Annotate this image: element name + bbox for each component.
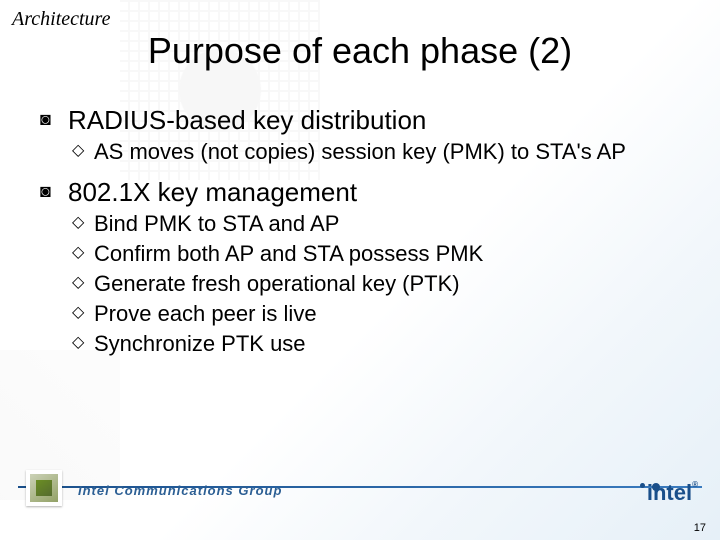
footer-group-label: Intel Communications Group (78, 483, 282, 498)
sub-bullet-text: Bind PMK to STA and AP (94, 210, 339, 238)
page-number: 17 (694, 522, 706, 534)
diamond-bullet-icon: ◇ (72, 330, 94, 356)
content-area: ◙ RADIUS-based key distribution ◇ AS mov… (40, 104, 690, 360)
bullet-level2: ◇ Synchronize PTK use (72, 330, 690, 358)
bullet-level2: ◇ Confirm both AP and STA possess PMK (72, 240, 690, 268)
diamond-bullet-icon: ◇ (72, 138, 94, 164)
bullet-text: 802.1X key management (68, 176, 357, 208)
registered-icon: ® (692, 480, 698, 489)
bullet-level1: ◙ RADIUS-based key distribution (40, 104, 690, 136)
bullet-level2: ◇ Prove each peer is live (72, 300, 690, 328)
logo-dot-icon (640, 483, 645, 488)
logo-text: intel (647, 480, 692, 505)
intel-logo: intel® (640, 480, 698, 506)
sub-bullet-text: Confirm both AP and STA possess PMK (94, 240, 483, 268)
sub-bullet-text: Synchronize PTK use (94, 330, 306, 358)
diamond-bullet-icon: ◇ (72, 210, 94, 236)
bullet-level2: ◇ AS moves (not copies) session key (PMK… (72, 138, 690, 166)
bullet-text: RADIUS-based key distribution (68, 104, 426, 136)
bullet-level2: ◇ Generate fresh operational key (PTK) (72, 270, 690, 298)
chip-icon (26, 470, 62, 506)
category-label: Architecture (12, 8, 110, 31)
bullet-level1: ◙ 802.1X key management (40, 176, 690, 208)
square-bullet-icon: ◙ (40, 104, 68, 134)
diamond-bullet-icon: ◇ (72, 240, 94, 266)
diamond-bullet-icon: ◇ (72, 300, 94, 326)
diamond-bullet-icon: ◇ (72, 270, 94, 296)
slide-title: Purpose of each phase (2) (0, 30, 720, 72)
sub-bullet-text: AS moves (not copies) session key (PMK) … (94, 138, 626, 166)
sub-bullet-text: Generate fresh operational key (PTK) (94, 270, 460, 298)
bullet-level2: ◇ Bind PMK to STA and AP (72, 210, 690, 238)
sub-bullet-text: Prove each peer is live (94, 300, 317, 328)
square-bullet-icon: ◙ (40, 176, 68, 206)
